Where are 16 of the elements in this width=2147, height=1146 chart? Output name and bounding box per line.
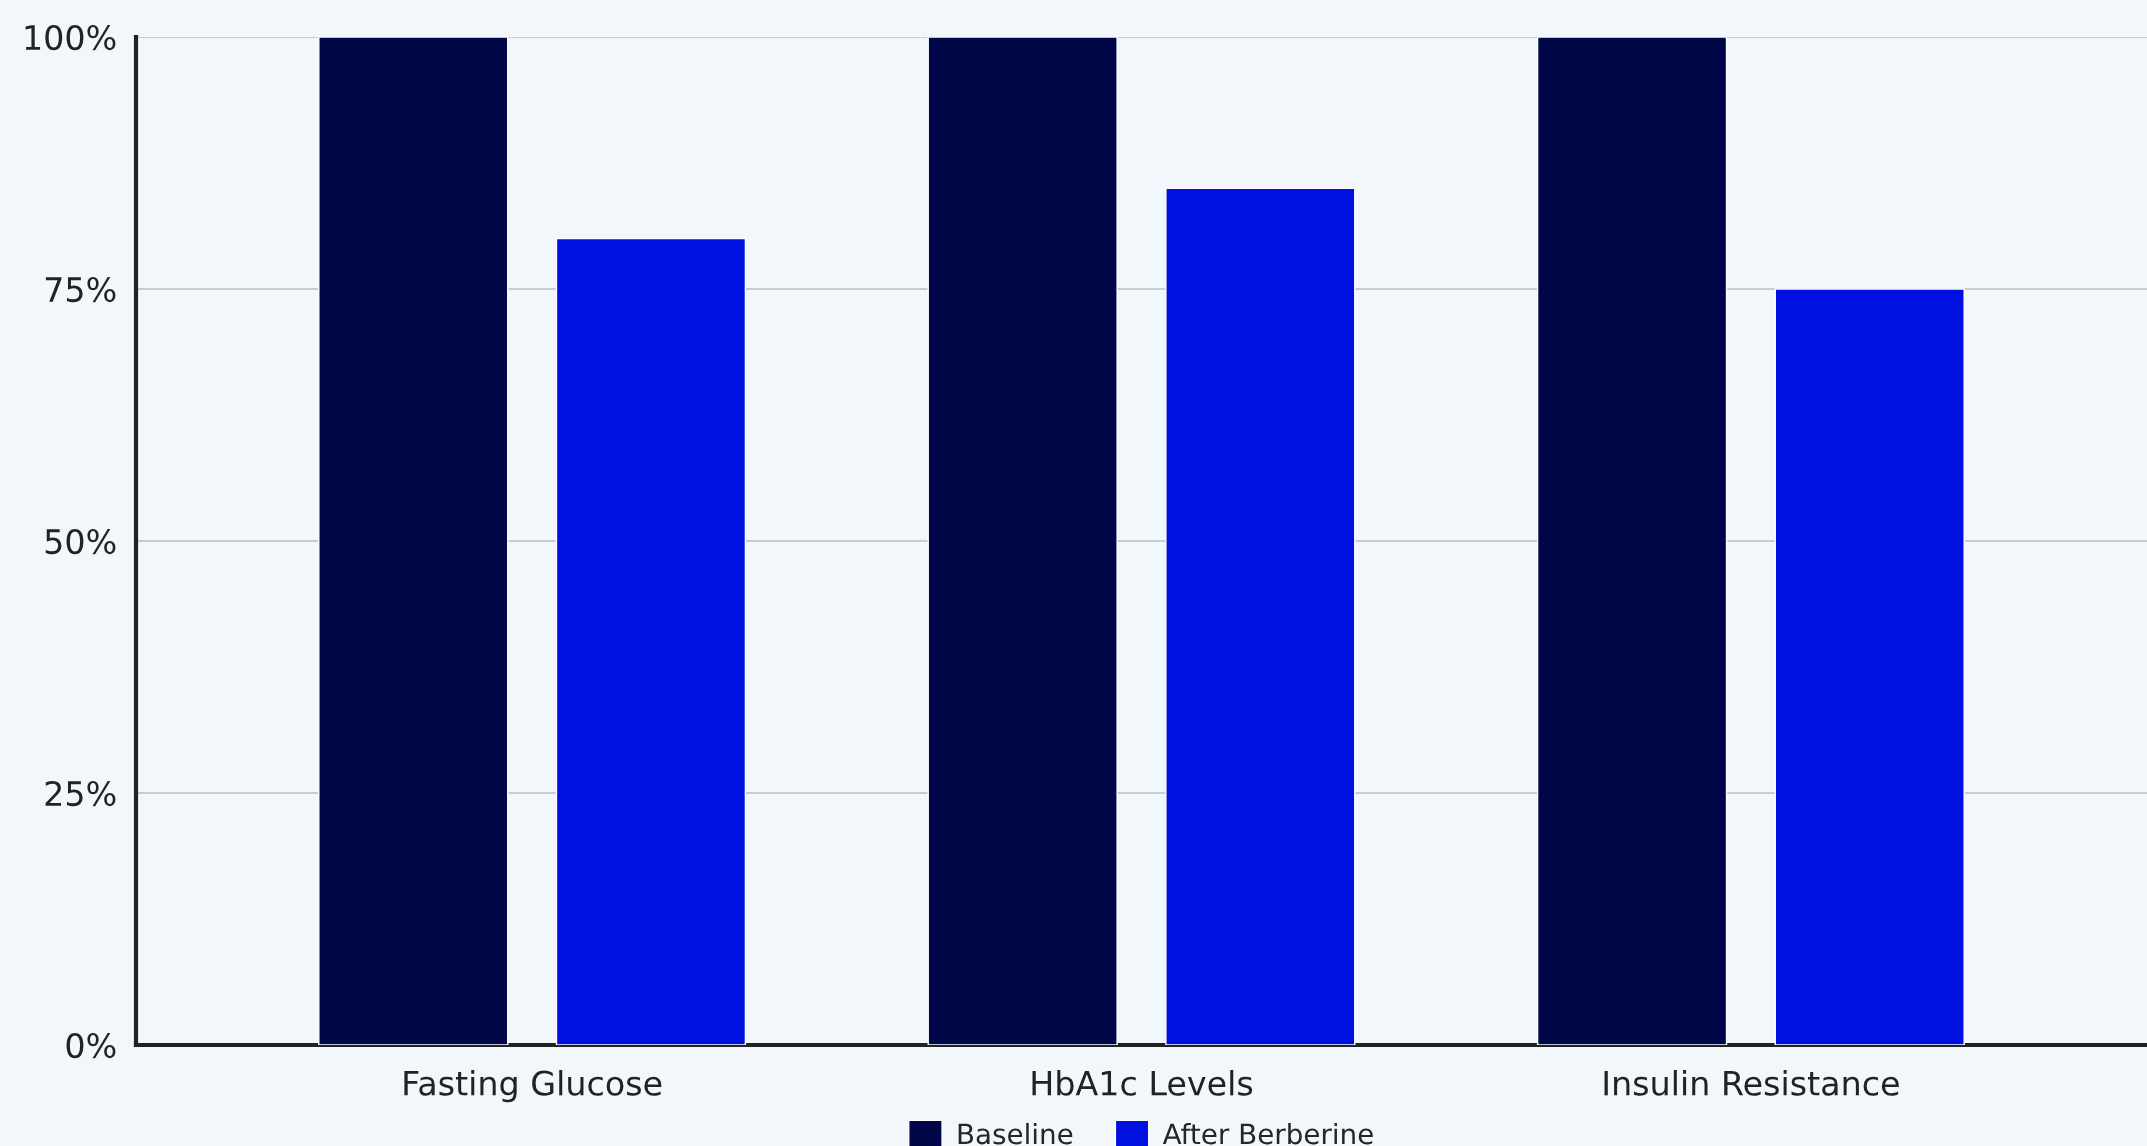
y-tick-label: 75%: [45, 276, 116, 303]
x-tick-label: Fasting Glucose: [404, 1070, 662, 1103]
bar: [318, 37, 509, 1045]
bar: [927, 37, 1118, 1045]
legend-label: Baseline: [958, 1122, 1073, 1145]
y-tick-label: 100%: [25, 24, 116, 51]
y-tick-label: 50%: [45, 528, 116, 555]
x-tick-label: Insulin Resistance: [1604, 1070, 1899, 1096]
y-tick-label: 0%: [66, 1032, 116, 1059]
x-tick-label: HbA1c Levels: [1032, 1070, 1253, 1096]
legend-label: After Berberine: [1162, 1122, 1373, 1145]
y-tick-label: 25%: [45, 780, 116, 807]
bar: [1774, 288, 1965, 1045]
bar: [1536, 37, 1728, 1045]
bar: [555, 237, 747, 1045]
bar: [1165, 187, 1356, 1045]
